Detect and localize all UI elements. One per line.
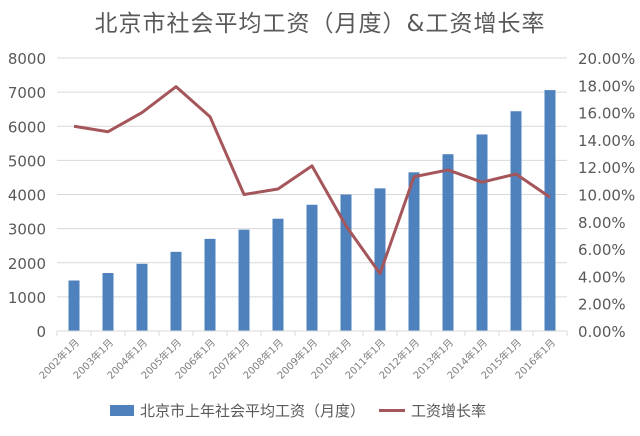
bar [238,229,250,331]
left-axis-tick: 3000 [8,221,46,239]
right-axis-tick: 2.00% [578,296,626,314]
bar [136,263,148,331]
bar [306,204,318,331]
legend: 北京市上年社会平均工资（月度） 工资增长率 [110,400,486,421]
left-axis-tick: 5000 [8,152,46,170]
bar [272,218,284,331]
right-axis-tick: 20.00% [578,50,635,68]
bar [408,172,420,331]
right-axis-tick: 10.00% [578,187,635,205]
legend-bar-label: 北京市上年社会平均工资（月度） [140,402,366,420]
x-axis: 2002年1月2003年1月2004年1月2005年1月2006年1月2007年… [36,330,568,382]
left-axis-tick: 6000 [8,118,46,136]
bar [374,188,386,331]
left-axis-tick: 8000 [8,50,46,68]
legend-line-label: 工资增长率 [411,402,487,420]
right-axis-tick: 16.00% [578,105,635,123]
bar [510,111,522,331]
right-axis-tick: 14.00% [578,132,635,150]
bar [544,90,556,331]
bar-series [68,90,556,331]
chart-title: 北京市社会平均工资（月度）&工资增长率 [94,11,546,37]
left-axis-tick: 1000 [8,289,46,307]
legend-bar-swatch [110,405,134,416]
bar [170,251,182,331]
bar [340,194,352,331]
right-axis-tick: 18.00% [578,77,635,95]
right-axis-tick: 4.00% [578,268,626,286]
growth-rate-line [73,85,551,276]
legend-line-swatch [379,409,406,412]
left-axis-tick: 4000 [8,187,46,205]
right-axis-tick: 12.00% [578,159,635,177]
left-axis-tick: 2000 [8,255,46,273]
bar [102,272,114,331]
bar [476,134,488,331]
bar [68,280,80,331]
right-y-axis: 0.00% 2.00% 4.00% 6.00% 8.00% 10.00% 12.00% 14.… [578,50,635,341]
bar [204,238,216,331]
right-axis-tick: 0.00% [578,323,626,341]
left-axis-tick: 7000 [8,84,46,102]
line-series [73,85,551,276]
left-axis-tick: 0 [36,323,46,341]
bar [442,154,454,331]
left-y-axis: 0 1000 2000 3000 4000 5000 6000 7000 8000 [8,50,46,341]
right-axis-tick: 8.00% [578,214,626,232]
right-axis-tick: 6.00% [578,241,626,259]
